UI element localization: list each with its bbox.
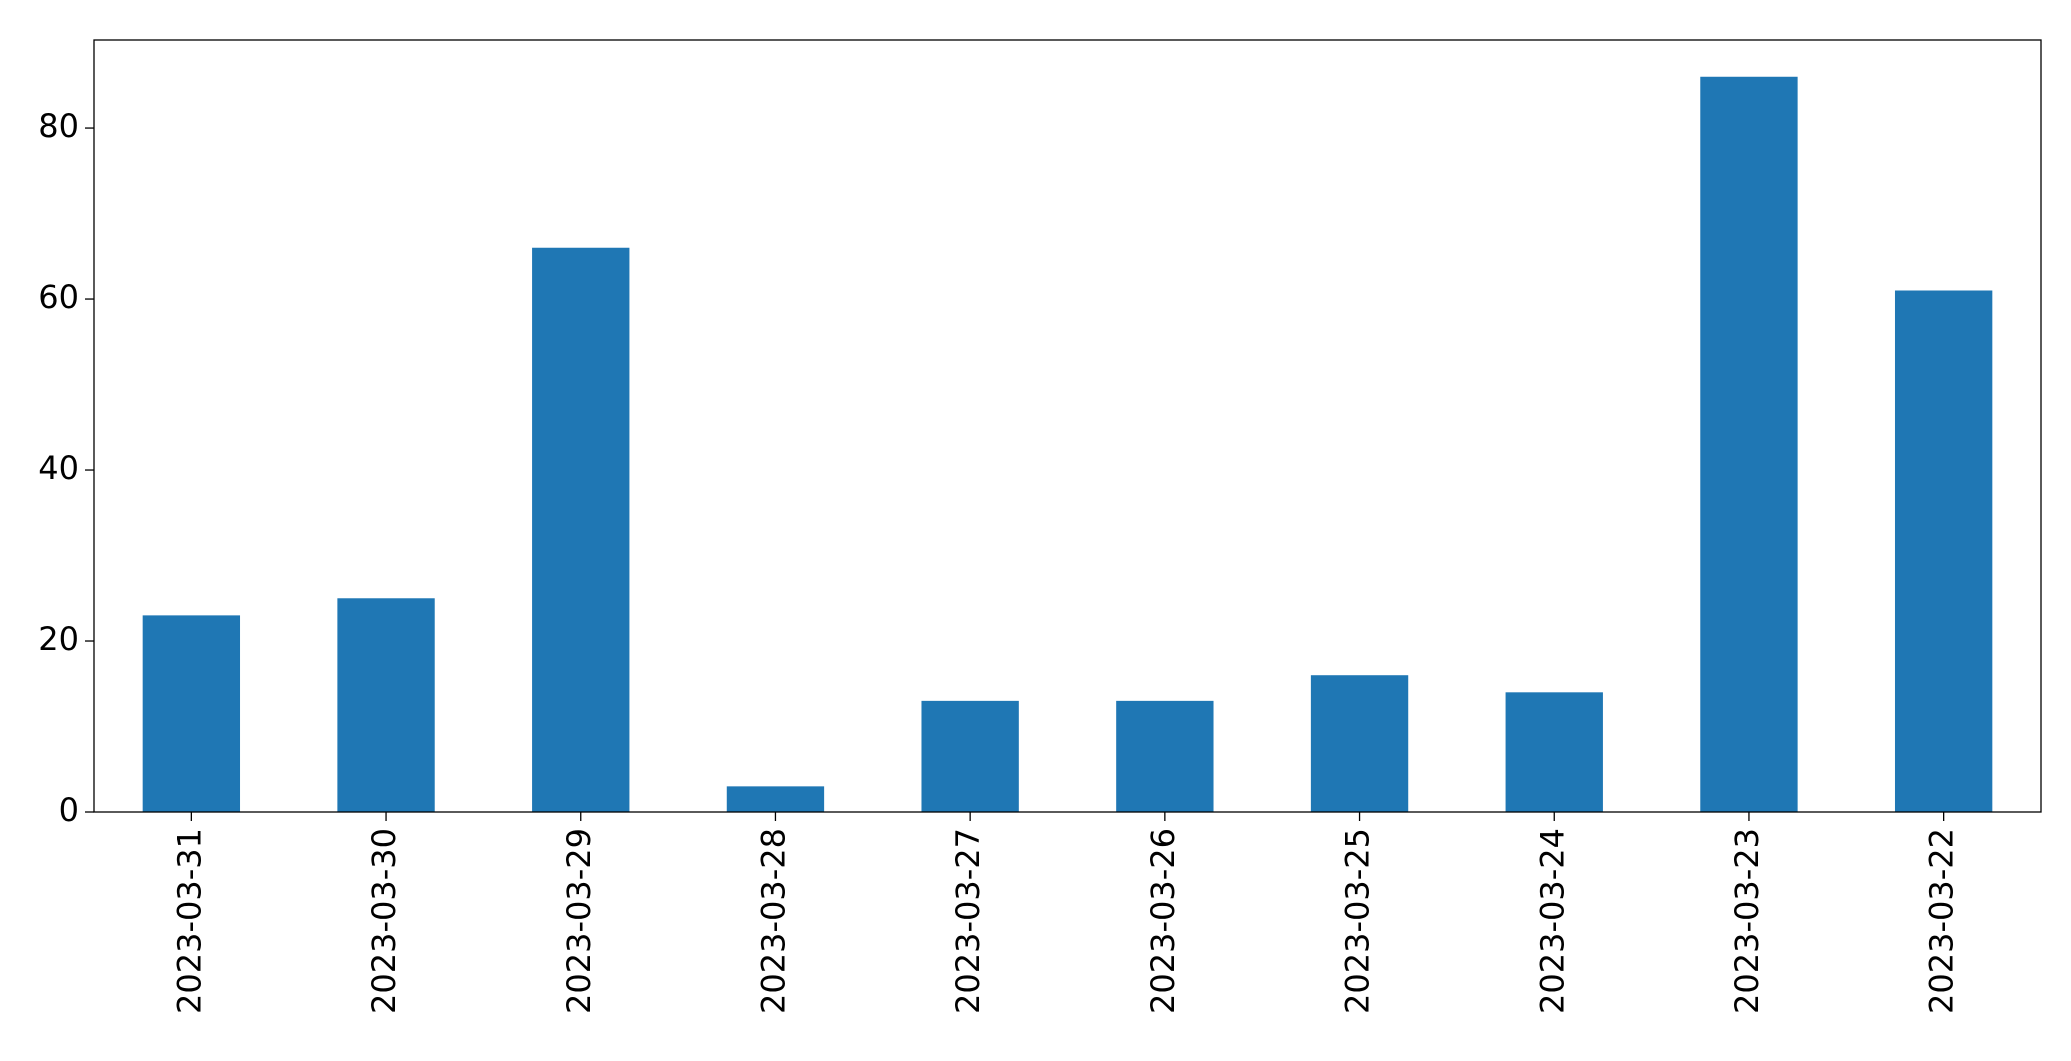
x-tick-label: 2023-03-31 [170, 828, 208, 1014]
bar [1310, 675, 1409, 812]
y-tick-label: 80 [38, 107, 79, 145]
y-tick-label: 20 [38, 620, 79, 658]
x-tick-label: 2023-03-28 [754, 828, 792, 1014]
bar [726, 786, 825, 812]
bar [1894, 290, 1993, 812]
bar [142, 615, 241, 812]
x-tick-label: 2023-03-23 [1728, 828, 1766, 1014]
x-tick-label: 2023-03-26 [1144, 828, 1182, 1014]
x-tick-label: 2023-03-30 [365, 828, 403, 1014]
y-tick-label: 60 [38, 278, 79, 316]
x-tick-label: 2023-03-29 [560, 828, 598, 1014]
x-tick-label: 2023-03-25 [1339, 828, 1377, 1014]
bar [921, 700, 1019, 812]
x-tick-label: 2023-03-22 [1923, 828, 1961, 1014]
x-tick-label: 2023-03-24 [1533, 828, 1571, 1014]
x-tick-label: 2023-03-27 [949, 828, 987, 1014]
bar [337, 598, 435, 812]
plot-frame [93, 39, 2042, 813]
y-tick-label: 40 [38, 449, 79, 487]
bar [1700, 76, 1798, 812]
bar [1505, 692, 1603, 812]
bar [1116, 700, 1214, 812]
y-tick-label: 0 [59, 791, 79, 829]
bar [532, 247, 630, 813]
